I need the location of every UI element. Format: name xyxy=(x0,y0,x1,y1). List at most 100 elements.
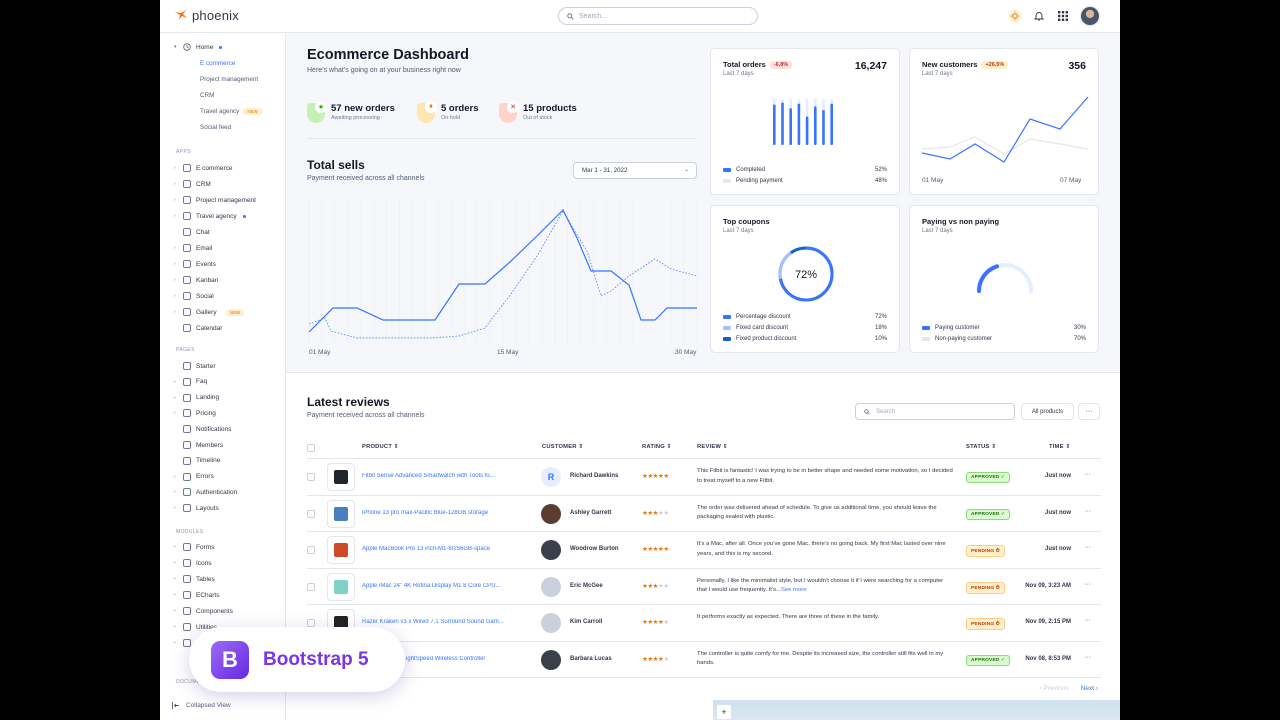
all-products-button[interactable]: All products xyxy=(1021,403,1074,420)
product-link[interactable]: iPhone 13 pro max-Pacific Blue-128GB sto… xyxy=(362,509,489,516)
review-body: It performs exactly as expected. There a… xyxy=(697,614,880,620)
sidebar-item[interactable]: › Gallery NEW xyxy=(174,308,245,316)
product-link[interactable]: Apple iMac 24" 4K Retina Display M1 8 Co… xyxy=(362,582,501,589)
customer-name[interactable]: Eric McGee xyxy=(570,582,603,589)
customer-avatar[interactable] xyxy=(541,503,561,524)
row-checkbox[interactable] xyxy=(307,619,315,627)
column-product[interactable]: PRODUCT ⇕ xyxy=(362,444,399,450)
sidebar-item[interactable]: › Forms xyxy=(174,543,214,551)
row-actions-button[interactable]: ··· xyxy=(1084,653,1091,661)
row-actions-button[interactable]: ··· xyxy=(1084,580,1091,588)
sidebar-item[interactable]: Chat xyxy=(174,228,210,236)
product-link[interactable]: Razer Kraken v3 x Wired 7.1 Surround Sou… xyxy=(362,619,504,625)
row-checkbox[interactable] xyxy=(307,582,315,591)
product-image[interactable] xyxy=(327,572,355,601)
customer-avatar[interactable] xyxy=(541,613,561,633)
customer-avatar[interactable] xyxy=(541,649,561,670)
row-actions-button[interactable]: ··· xyxy=(1084,617,1091,624)
sidebar-item[interactable]: Members xyxy=(174,441,223,449)
date-range-select[interactable]: Mar 1 - 31, 2022 ⌄ xyxy=(573,162,697,179)
sidebar-item[interactable]: › Tables xyxy=(174,575,215,583)
sidebar-item[interactable]: › Icons xyxy=(174,559,212,567)
more-options-button[interactable]: ··· xyxy=(1078,403,1100,420)
sidebar-item[interactable]: › Travel agency xyxy=(174,212,246,220)
sidebar-subitem[interactable]: E commerce xyxy=(200,60,235,67)
sidebar-item[interactable]: › Kanban xyxy=(174,276,218,284)
notification-bell-icon[interactable] xyxy=(1032,9,1046,23)
global-search-input[interactable]: Search... xyxy=(558,7,758,25)
pager-next[interactable]: Next › xyxy=(1080,685,1098,692)
select-all-checkbox[interactable] xyxy=(307,444,315,452)
theme-toggle-sun-icon[interactable] xyxy=(1008,9,1022,23)
sidebar-item[interactable]: › Utilities xyxy=(174,623,217,631)
reviews-search-input[interactable]: Search xyxy=(855,403,1015,420)
customer-name[interactable]: Richard Dawkins xyxy=(570,473,619,479)
bar xyxy=(789,108,792,145)
sidebar-item[interactable]: Calendar xyxy=(174,324,222,332)
row-checkbox[interactable] xyxy=(307,509,315,518)
sidebar-item-label: Faq xyxy=(196,378,208,386)
user-avatar[interactable] xyxy=(1080,6,1100,26)
product-link[interactable]: Apple MacBook Pro 13 inch-M1-8/256GB-spa… xyxy=(362,546,491,552)
customer-name[interactable]: Ashley Garrett xyxy=(570,509,612,516)
product-link[interactable]: Fitbit Sense Advanced Smartwatch with To… xyxy=(362,473,495,479)
sidebar-subitem[interactable]: CRM xyxy=(200,92,214,99)
map-zoom-in-button[interactable]: + xyxy=(717,705,731,719)
product-image[interactable] xyxy=(327,499,355,528)
app-window: phoenix Search... ▾ Home E commerce Proje… xyxy=(160,0,1120,720)
column-customer[interactable]: CUSTOMER ⇕ xyxy=(542,444,584,450)
column-time[interactable]: TIME ⇕ xyxy=(1049,444,1071,450)
product-link[interactable]: Logitech G305 LightSpeed Wireless Contro… xyxy=(362,655,486,662)
row-checkbox[interactable] xyxy=(307,473,315,481)
review-text: It performs exactly as expected. There a… xyxy=(697,613,953,623)
row-checkbox[interactable] xyxy=(307,546,315,554)
legend-label: Percentage discount xyxy=(736,314,791,320)
sidebar-subitem[interactable]: Social feed xyxy=(200,124,231,131)
customer-avatar[interactable]: R xyxy=(541,467,561,487)
product-image[interactable] xyxy=(327,536,355,564)
sidebar-item[interactable]: › Authentication xyxy=(174,488,237,497)
customer-avatar[interactable] xyxy=(541,576,561,597)
stat-item: ⏸ 5 orders On hold xyxy=(417,101,479,123)
sidebar-item[interactable]: › Layouts xyxy=(174,504,219,513)
sidebar-item[interactable]: › Events xyxy=(174,260,216,268)
collapsed-view-toggle[interactable]: Collapsed View xyxy=(172,702,231,709)
sidebar-item[interactable]: › Email xyxy=(174,244,212,252)
product-image[interactable] xyxy=(327,463,355,491)
menu-item-icon xyxy=(183,488,191,497)
customer-name[interactable]: Woodrow Burton xyxy=(570,546,619,552)
sidebar-item[interactable]: Notifications xyxy=(174,425,231,434)
sidebar-item[interactable]: › Components xyxy=(174,607,233,615)
pager-previous[interactable]: ‹ Previous xyxy=(1039,685,1069,692)
sidebar-item[interactable]: Starter xyxy=(174,362,216,370)
column-review[interactable]: REVIEW ⇕ xyxy=(697,444,728,450)
sidebar-item[interactable]: › CRM xyxy=(174,180,211,188)
chevron-right-icon: › xyxy=(174,608,176,614)
row-actions-button[interactable]: ··· xyxy=(1084,471,1091,478)
sidebar-item[interactable]: › ECharts xyxy=(174,591,219,599)
row-actions-button[interactable]: ··· xyxy=(1084,544,1091,551)
sidebar-item[interactable]: › Social xyxy=(174,292,214,300)
sidebar-item[interactable]: › Project management xyxy=(174,196,256,204)
column-status[interactable]: STATUS ⇕ xyxy=(966,444,997,450)
sidebar-subitem[interactable]: Project management xyxy=(200,76,258,83)
customer-name[interactable]: Barbara Lucas xyxy=(570,655,612,662)
sidebar-item[interactable]: › Landing xyxy=(174,393,219,402)
sidebar-item[interactable]: › Errors xyxy=(174,472,214,481)
sidebar-item-home[interactable]: ▾ Home xyxy=(174,43,223,51)
chevron-right-icon: › xyxy=(174,560,176,566)
see-more-link[interactable]: See more xyxy=(780,587,807,593)
sidebar-subitem[interactable]: Travel agency NEW xyxy=(200,108,262,115)
sidebar-item[interactable]: Timeline xyxy=(174,456,220,465)
sidebar-item[interactable]: › Faq xyxy=(174,377,208,386)
legend-label: Fixed product discount xyxy=(736,336,797,342)
customer-avatar[interactable] xyxy=(541,540,561,560)
apps-grid-icon[interactable] xyxy=(1056,9,1070,23)
logo[interactable]: phoenix xyxy=(174,8,239,23)
customer-name[interactable]: Kim Carroll xyxy=(570,619,603,625)
star-filled-icon: ★ xyxy=(647,582,653,590)
row-actions-button[interactable]: ··· xyxy=(1084,507,1091,515)
sidebar-item[interactable]: › E commerce xyxy=(174,164,232,172)
column-rating[interactable]: RATING ⇕ xyxy=(642,444,672,450)
sidebar-item[interactable]: › Pricing xyxy=(174,409,216,418)
